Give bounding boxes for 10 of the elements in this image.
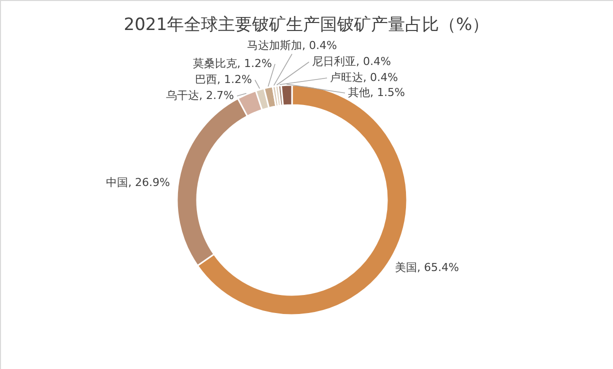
slice-label: 马达加斯加, 0.4% [247, 39, 337, 52]
slice-label: 尼日利亚, 0.4% [312, 55, 391, 68]
slice-label: 莫桑比克, 1.2% [193, 57, 272, 70]
slice-label: 卢旺达, 0.4% [330, 71, 398, 84]
slice-label: 中国, 26.9% [106, 176, 170, 189]
chart-title: 2021年全球主要铍矿生产国铍矿产量占比（%） [124, 15, 490, 35]
slice-label: 巴西, 1.2% [195, 73, 252, 86]
slice-label: 乌干达, 2.7% [166, 89, 234, 102]
slice-label: 美国, 65.4% [395, 261, 459, 274]
slice-label: 其他, 1.5% [348, 86, 405, 99]
